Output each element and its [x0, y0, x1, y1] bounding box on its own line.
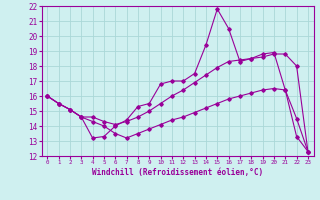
X-axis label: Windchill (Refroidissement éolien,°C): Windchill (Refroidissement éolien,°C)	[92, 168, 263, 177]
